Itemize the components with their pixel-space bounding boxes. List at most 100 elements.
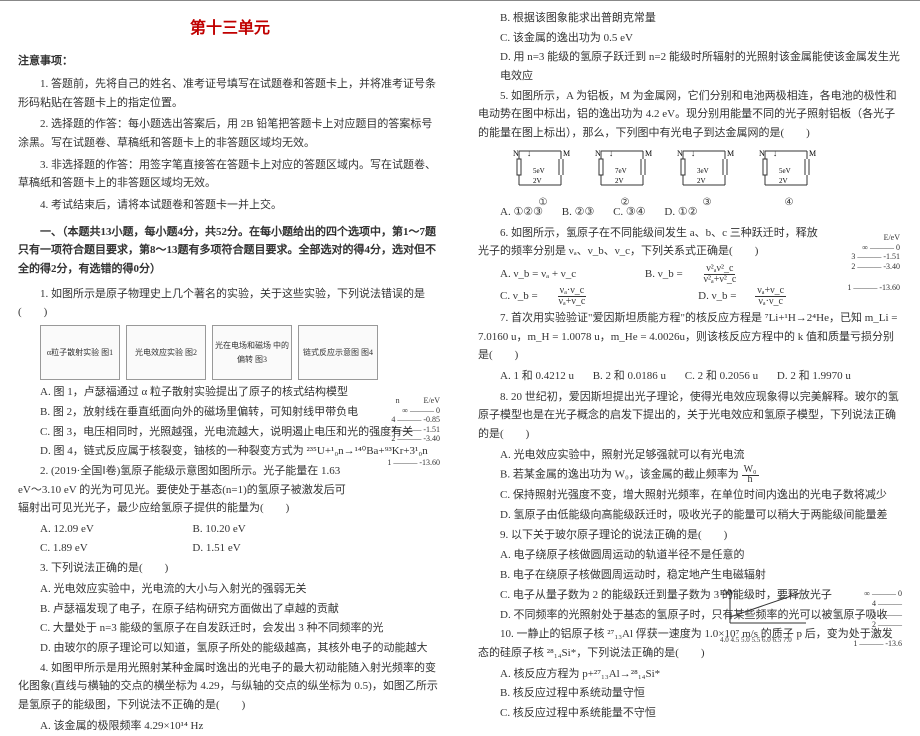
q2-opt-a: A. 12.09 eV [40, 520, 94, 539]
svg-text:7eV: 7eV [615, 167, 627, 175]
circuit-2-num: ② [593, 194, 657, 211]
q9-opt-d: D. 不同频率的光照射处于基态的氢原子时，只有某些频率的光可以被氢原子吸收 [500, 606, 902, 625]
q8-opt-a: A. 光电效应实验中，照射光足够强就可以有光电流 [500, 446, 902, 465]
circuit-3-num: ③ [675, 194, 739, 211]
section-1-heading: 一、（本题共13小题，每小题4分，共52分。在每小题给出的四个选项中，第1～7题… [18, 223, 442, 279]
svg-text:2V: 2V [615, 177, 624, 185]
q6-opt-b: B. ν_b = ν²ₐν²_cν²ₐ+ν²_c [645, 263, 770, 285]
q8-options: A. 光电效应实验中，照射光足够强就可以有光电流 B. 若某金属的逸出功为 W₀… [478, 446, 902, 525]
energy-l1: 1 ——— -13.60 [362, 458, 440, 468]
q4-opt-c: C. 该金属的逸出功为 0.5 eV [500, 29, 902, 48]
q6-energy-diagram: E/eV ∞ ——— 0 3 ——— -1.51 2 ——— -3.40 1 —… [830, 233, 900, 293]
energy-l2: 2 ——— -3.40 [362, 434, 440, 444]
circuit-1: N↓M2V5eV ① [511, 147, 575, 197]
q10-opt-b: B. 核反应过程中系统动量守恒 [500, 684, 902, 703]
svg-text:E/eV: E/eV [720, 589, 734, 597]
fig-3: 光在电场和磁场 中的偏转 图3 [212, 325, 292, 380]
svg-text:N: N [595, 149, 601, 158]
svg-text:N: N [513, 149, 519, 158]
q8-opt-d: D. 氢原子由低能级向高能级跃迁时，吸收光子的能量可以稍大于两能级间能量差 [500, 506, 902, 525]
q9-options: A. 电子绕原子核做圆周运动的轨道半径不是任意的 B. 电子在绕原子核做圆周运动… [478, 546, 902, 624]
notice-heading: 注意事项： [18, 52, 442, 71]
svg-text:M: M [563, 149, 570, 158]
q2-options: A. 12.09 eV B. 10.20 eV C. 1.89 eV D. 1.… [18, 520, 442, 557]
svg-text:3eV: 3eV [697, 167, 709, 175]
fig-4: 链式反应示意图 图4 [298, 325, 378, 380]
svg-text:↓: ↓ [609, 149, 613, 158]
svg-text:2V: 2V [697, 177, 706, 185]
q5-circuits: N↓M2V5eV ① N↓M2V7eV ② N↓M2V3eV ③ N↓M2V5e… [478, 147, 902, 197]
notice-4: 4. 考试结束后，请将本试题卷和答题卡一并上交。 [18, 196, 442, 215]
svg-text:N: N [677, 149, 683, 158]
energy2-header: E/eV [830, 233, 900, 243]
q9-opt-c: C. 电子从量子数为 2 的能级跃迁到量子数为 3 的能级时，要释放光子 [500, 586, 902, 605]
question-5: 5. 如图所示，A 为铝板，M 为金属网，它们分别和电池两极相连，各电池的极性和… [478, 87, 902, 143]
question-8: 8. 20 世纪初，爱因斯坦提出光子理论，使得光电效应现象得以完美解释。玻尔的氢… [478, 388, 902, 444]
energy-inf: ∞ ——— 0 [362, 406, 440, 416]
q7-opt-a: A. 1 和 0.4212 u [500, 367, 574, 386]
circuit-2: N↓M2V7eV ② [593, 147, 657, 197]
notice-3: 3. 非选择题的作答：用签字笔直接答在答题卡上对应的答题区域内。写在试题卷、草稿… [18, 156, 442, 193]
q1-figures: α粒子散射实验 图1 光电效应实验 图2 光在电场和磁场 中的偏转 图3 链式反… [18, 325, 442, 380]
q6-opt-c: C. ν_b = νₐ·ν_cνₐ+ν_c [500, 285, 619, 307]
q7-opt-c: C. 2 和 0.2056 u [685, 367, 758, 386]
energy2-l1: 1 ——— -13.60 [830, 283, 900, 293]
svg-text:M: M [645, 149, 652, 158]
q4-opt-a-wrap: A. 该金属的极限频率 4.29×10¹⁴ Hz [18, 717, 442, 736]
bottom-right-diagram: ∞ ——— 0 4 ——— 3 ——— 2 ——— 1 ——— -13.6 [853, 589, 902, 649]
q4-opts-cont: B. 根据该图象能求出普朗克常量 C. 该金属的逸出功为 0.5 eV D. 用… [478, 9, 902, 86]
svg-text:5eV: 5eV [533, 167, 545, 175]
svg-text:M: M [809, 149, 816, 158]
q3-opt-a: A. 光电效应实验中，光电流的大小与入射光的强弱无关 [40, 580, 442, 599]
svg-text:N: N [759, 149, 765, 158]
q9-opt-b: B. 电子在绕原子核做圆周运动时，稳定地产生电磁辐射 [500, 566, 902, 585]
energy2-l3: 3 ——— -1.51 [830, 252, 900, 262]
q10-opt-c: C. 核反应过程中系统能量不守恒 [500, 704, 902, 723]
q10-opt-a: A. 核反应方程为 p+²⁷₁₃Al→²⁸₁₄Si* [500, 665, 902, 684]
q3-opt-b: B. 卢瑟福发现了电子，在原子结构研究方面做出了卓越的贡献 [40, 600, 442, 619]
question-2: 2. (2019·全国Ⅰ卷)氢原子能级示意图如图所示。光子能量在 1.63 eV… [18, 462, 442, 518]
svg-text:5eV: 5eV [779, 167, 791, 175]
q6-opt-a: A. ν_b = νₐ + ν_c [500, 263, 576, 285]
bottom-graph-axis: E/eV 4.0 4.5 5.0 5.5 6.0 6.5 7.0 [720, 587, 810, 647]
q6-opt-d: D. ν_b = νₐ+ν_cνₐ·ν_c [698, 285, 818, 307]
notice-2: 2. 选择题的作答：每小题选出答案后，用 2B 铅笔把答题卡上对应题目的答案标号… [18, 115, 442, 152]
notice-1: 1. 答题前，先将自己的姓名、准考证号填写在试题卷和答题卡上，并将准考证号条形码… [18, 75, 442, 112]
question-4: 4. 如图甲所示是用光照射某种金属时逸出的光电子的最大初动能随入射光频率的变化图… [18, 659, 442, 715]
question-7: 7. 首次用实验验证"爱因斯坦质能方程"的核反应方程是 ⁷Li+¹H→2⁴He，… [478, 309, 902, 365]
q7-opt-d: D. 2 和 1.9970 u [777, 367, 851, 386]
svg-text:↓: ↓ [773, 149, 777, 158]
q4-opt-b: B. 根据该图象能求出普朗克常量 [500, 9, 902, 28]
fig-1: α粒子散射实验 图1 [40, 325, 120, 380]
circuit-1-num: ① [511, 194, 575, 211]
q2-energy-diagram: n E/eV ∞ ——— 0 4 ——— -0.85 3 ——— -1.51 2… [362, 396, 440, 468]
q2-opt-c: C. 1.89 eV [40, 539, 88, 558]
energy-header: n E/eV [362, 396, 440, 406]
q9-opt-a: A. 电子绕原子核做圆周运动的轨道半径不是任意的 [500, 546, 902, 565]
question-3: 3. 下列说法正确的是( ) [18, 559, 442, 578]
energy-l4: 4 ——— -0.85 [362, 415, 440, 425]
energy-l3: 3 ——— -1.51 [362, 425, 440, 435]
q7-options: A. 1 和 0.4212 u B. 2 和 0.0186 u C. 2 和 0… [478, 367, 902, 386]
q8-opt-b: B. 若某金属的逸出功为 W₀，该金属的截止频率为 W₀h [500, 465, 902, 485]
q4-opt-a: A. 该金属的极限频率 4.29×10¹⁴ Hz [40, 717, 442, 736]
circuit-4-num: ④ [757, 194, 821, 211]
q7-opt-b: B. 2 和 0.0186 u [593, 367, 666, 386]
energy2-inf: ∞ ——— 0 [830, 243, 900, 253]
svg-text:↓: ↓ [691, 149, 695, 158]
question-10: 10. 一静止的铝原子核 ²⁷₁₃Al 俘获一速度为 1.0×10⁷ m/s 的… [478, 625, 902, 662]
circuit-3: N↓M2V3eV ③ [675, 147, 739, 197]
svg-text:↓: ↓ [527, 149, 531, 158]
q2-opt-d: D. 1.51 eV [192, 539, 240, 558]
unit-title: 第十三单元 [18, 15, 442, 42]
svg-text:2V: 2V [533, 177, 542, 185]
question-9: 9. 以下关于玻尔原子理论的说法正确的是( ) [478, 526, 902, 545]
q10-options: A. 核反应方程为 p+²⁷₁₃Al→²⁸₁₄Si* B. 核反应过程中系统动量… [478, 665, 902, 723]
q3-opt-d: D. 由玻尔的原子理论可以知道，氢原子所处的能级越高，其核外电子的动能越大 [40, 639, 442, 658]
svg-text:M: M [727, 149, 734, 158]
q4-opt-d: D. 用 n=3 能级的氢原子跃迁到 n=2 能级时所辐射的光照射该金属能使该金… [500, 48, 902, 85]
q3-opt-c: C. 大量处于 n=3 能级的氢原子在自发跃迁时，会发出 3 种不同频率的光 [40, 619, 442, 638]
q2-opt-b: B. 10.20 eV [193, 520, 246, 539]
q3-options: A. 光电效应实验中，光电流的大小与入射光的强弱无关 B. 卢瑟福发现了电子，在… [18, 580, 442, 658]
circuit-4: N↓M2V5eV ④ [757, 147, 821, 197]
